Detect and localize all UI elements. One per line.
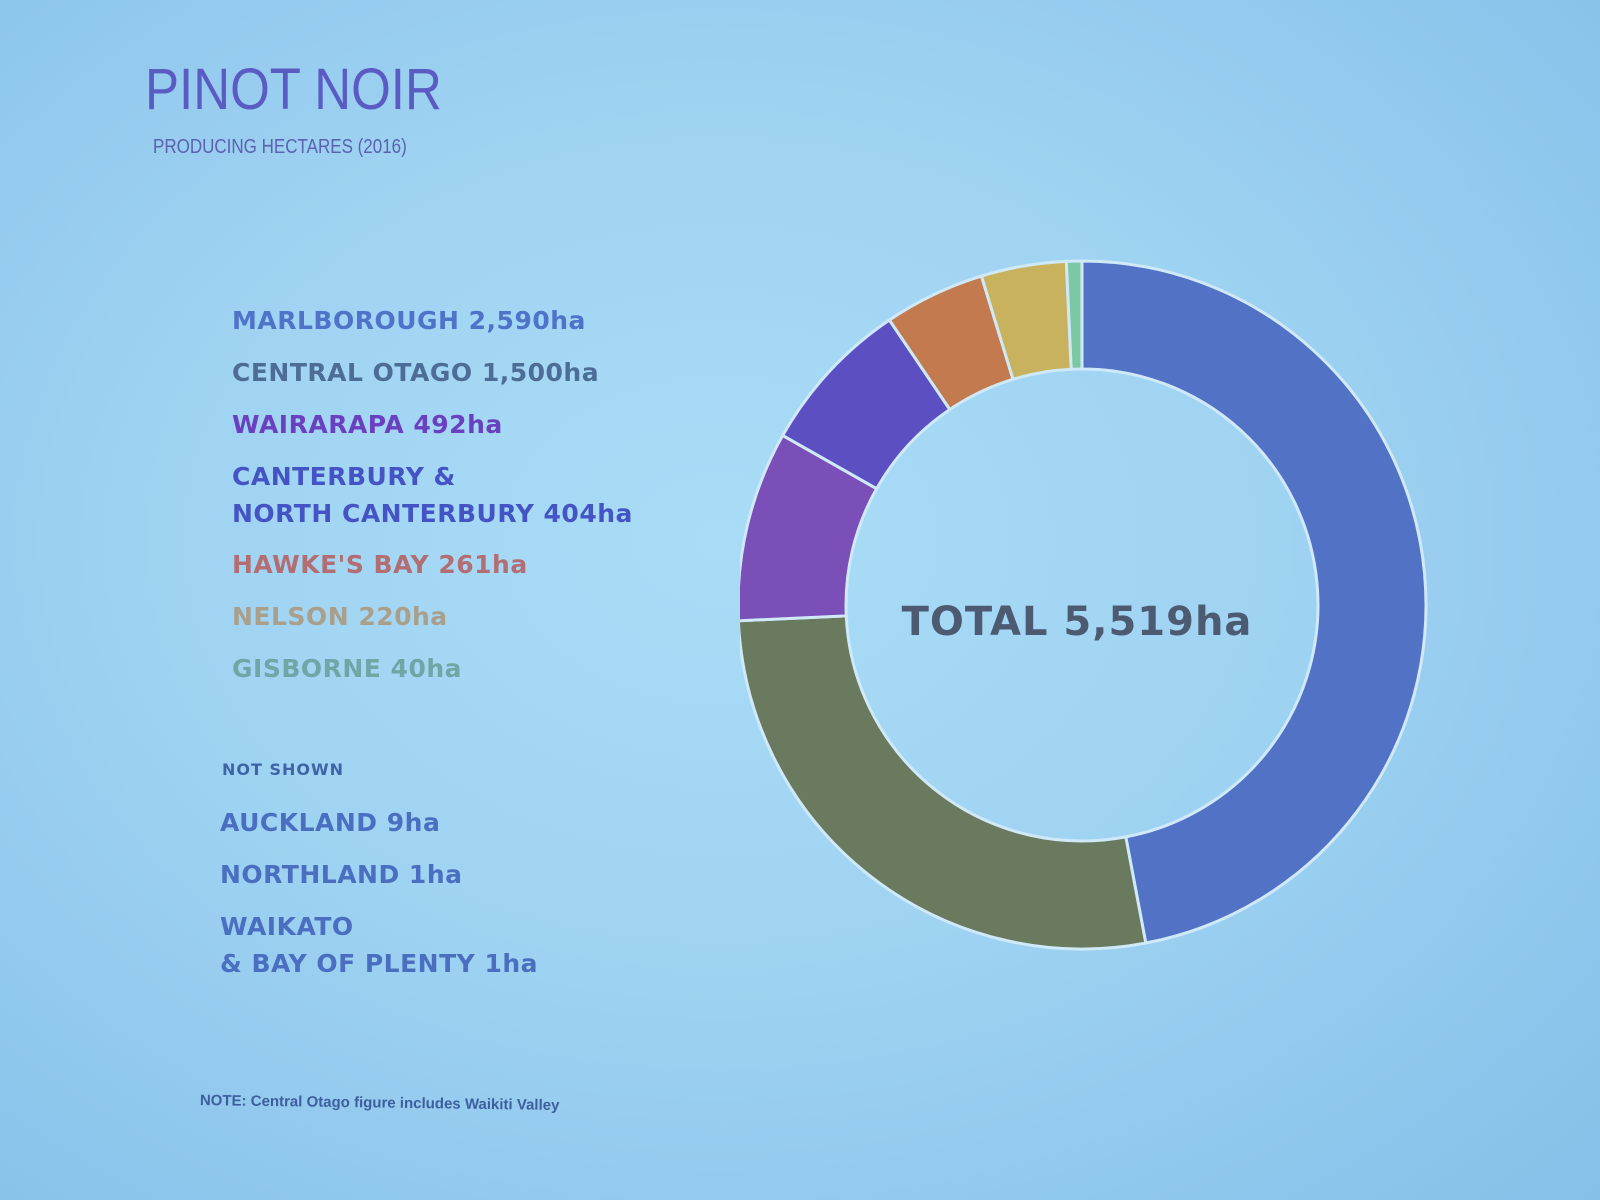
donut-slice-central-otago	[740, 614, 1148, 951]
legend-item-gisborne: GISBORNE 40ha	[232, 654, 463, 683]
donut-center-total-label: TOTAL 5,519ha	[902, 599, 1253, 645]
not-shown-heading: NOT SHOWN	[222, 760, 345, 779]
footnote: NOTE: Central Otago figure includes Waik…	[199, 1092, 560, 1115]
donut-slices	[740, 259, 1428, 951]
legend-item-nelson: NELSON 220ha	[232, 602, 448, 631]
not-shown-item-waikato: WAIKATO & BAY OF PLENTY 1ha	[220, 912, 539, 978]
legend-item-central-otago: CENTRAL OTAGO 1,500ha	[232, 358, 600, 387]
donut-slice-gisborne	[1064, 259, 1084, 371]
chart-subtitle: PRODUCING HECTARES (2016)	[153, 136, 407, 158]
legend-item-hawkes-bay: HAWKE'S BAY 261ha	[232, 550, 528, 579]
donut-chart: TOTAL 5,519ha	[740, 259, 1428, 951]
donut-slice-marlborough	[1080, 259, 1428, 945]
chart-title: PINOT NOIR	[145, 57, 442, 122]
legend-item-wairarapa: WAIRARAPA 492ha	[232, 410, 503, 439]
not-shown-item-northland: NORTHLAND 1ha	[220, 860, 463, 889]
legend-item-marlborough: MARLBOROUGH 2,590ha	[232, 306, 586, 335]
legend-item-canterbury: CANTERBURY & NORTH CANTERBURY 404ha	[232, 462, 633, 528]
not-shown-item-auckland: AUCKLAND 9ha	[220, 808, 441, 837]
